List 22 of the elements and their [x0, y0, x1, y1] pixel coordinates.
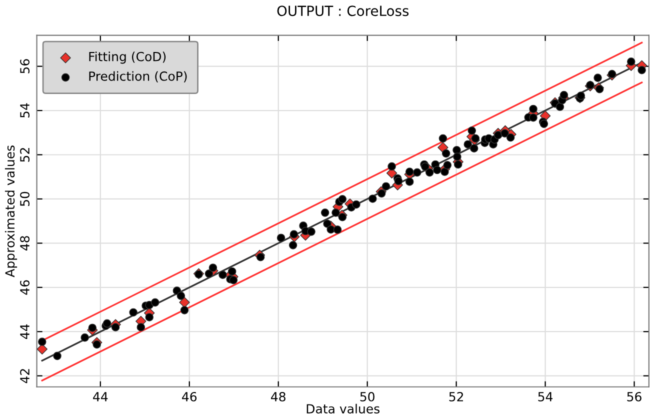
- y-tick-label: 48: [20, 236, 30, 251]
- point: [179, 297, 190, 308]
- y-tick-label: 44: [20, 324, 30, 339]
- legend-label: Prediction (CoP): [89, 71, 187, 82]
- y-tick-label: 56: [20, 59, 30, 74]
- point: [438, 142, 448, 153]
- x-tick-label: 48: [271, 392, 286, 402]
- y-tick-label: 46: [20, 280, 30, 295]
- y-axis-title: Approximated values: [4, 146, 18, 278]
- x-tick-label: 50: [360, 392, 374, 402]
- legend-label: Fitting (CoD): [89, 52, 166, 64]
- x-axis-title: Data values: [306, 404, 380, 414]
- y-tick-label: 50: [20, 192, 30, 206]
- y-tick-label: 54: [20, 103, 30, 118]
- x-tick-label: 52: [449, 392, 464, 402]
- y-tick-label: 52: [20, 148, 30, 162]
- x-tick-label: 46: [182, 392, 197, 402]
- x-tick-label: 54: [538, 392, 553, 402]
- y-tick-label: 42: [20, 369, 30, 384]
- chart-title: OUTPUT : CoreLoss: [277, 6, 409, 16]
- x-tick-label: 44: [93, 392, 108, 402]
- x-tick-label: 56: [627, 392, 642, 402]
